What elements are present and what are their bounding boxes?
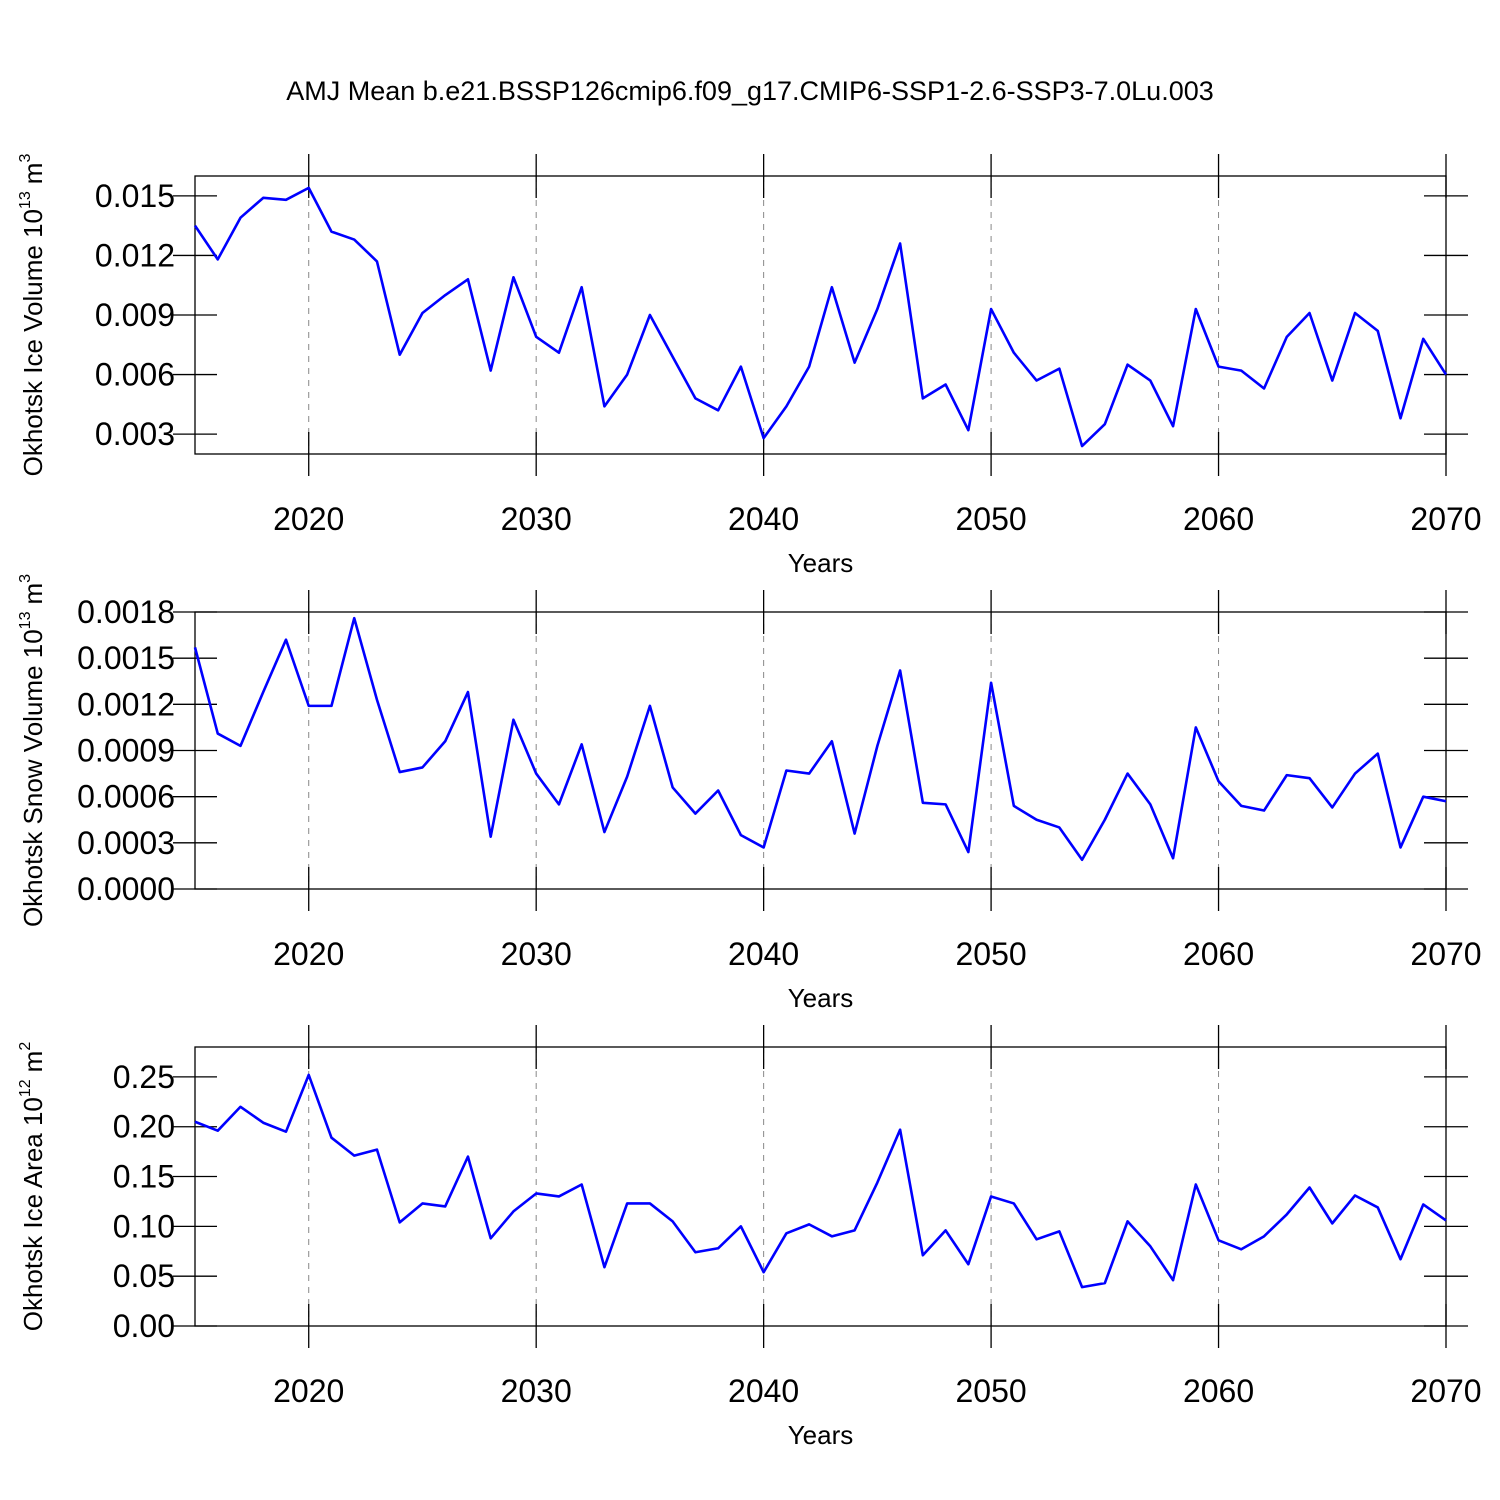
y-tick-label: 0.0015 [77, 640, 175, 676]
y-tick-label: 0.0003 [77, 825, 175, 861]
y-axis-label-unit-exponent: 3 [17, 574, 34, 583]
plot-frame [194, 175, 1447, 455]
y-tick-label: 0.0009 [77, 733, 175, 769]
x-tick-label: 2020 [273, 936, 344, 972]
x-tick-label: 2060 [1183, 1373, 1254, 1409]
data-line [193, 186, 1448, 448]
y-axis-label: Okhotsk Snow Volume 1013 m3 [17, 574, 48, 927]
panel: 2020 2030 2040 2050 2060 2070 0.00 0.05 0.10 0.15… [17, 1025, 1482, 1450]
y-tick-label: 0.05 [113, 1258, 175, 1294]
x-tick-label: 2070 [1410, 501, 1481, 537]
x-tick-label: 2040 [728, 936, 799, 972]
plot-frame [194, 611, 1447, 890]
y-tick-label: 0.009 [95, 297, 175, 333]
y-axis-label-unit-exponent: 3 [17, 154, 34, 163]
y-tick-label: 0.015 [95, 178, 175, 214]
data-line [194, 1073, 1447, 1289]
y-tick-label: 0.003 [95, 416, 175, 452]
y-axis-label-unit-exponent: 2 [17, 1042, 34, 1051]
y-axis-label-text: Okhotsk Ice Volume 10 [18, 209, 48, 476]
y-axis-label: Okhotsk Ice Volume 1013 m3 [17, 154, 48, 477]
x-tick-label: 2070 [1410, 1373, 1481, 1409]
y-axis-label-text: Okhotsk Snow Volume 10 [18, 629, 48, 927]
x-tick-label: 2020 [273, 1373, 344, 1409]
x-tick-label: 2050 [955, 501, 1026, 537]
y-tick-label: 0.0018 [77, 594, 175, 630]
y-tick-label: 0.0012 [77, 686, 175, 722]
y-axis-label: Okhotsk Ice Area 1012 m2 [17, 1042, 48, 1332]
y-axis-label-exponent: 12 [17, 1079, 34, 1097]
x-axis-label: Years [788, 1420, 854, 1450]
y-axis-label-unit: m [18, 1051, 48, 1073]
y-tick-label: 0.25 [113, 1059, 175, 1095]
y-tick-label: 0.006 [95, 357, 175, 393]
x-tick-label: 2030 [501, 936, 572, 972]
x-tick-label: 2050 [955, 936, 1026, 972]
x-tick-label: 2060 [1183, 501, 1254, 537]
y-axis-label-unit: m [18, 163, 48, 185]
x-tick-label: 2060 [1183, 936, 1254, 972]
panel: 2020 2030 2040 2050 2060 2070 0.003 0.006 0.009 0… [17, 154, 1482, 578]
x-axis-label: Years [788, 983, 854, 1013]
x-axis-label: Years [788, 548, 854, 578]
y-tick-label: 0.0000 [77, 871, 175, 907]
y-axis-label-unit: m [18, 583, 48, 605]
x-tick-label: 2040 [728, 1373, 799, 1409]
data-line [193, 616, 1447, 862]
panel: 2020 2030 2040 2050 2060 2070 0.0000 0.0003 0.00… [17, 574, 1482, 1013]
y-axis-label-text: Okhotsk Ice Area 10 [18, 1097, 48, 1331]
y-axis-label-exponent: 13 [17, 611, 34, 629]
y-tick-label: 0.10 [113, 1208, 175, 1244]
x-tick-label: 2020 [273, 501, 344, 537]
x-tick-label: 2050 [955, 1373, 1026, 1409]
y-axis-label-exponent: 13 [17, 191, 34, 209]
y-tick-label: 0.012 [95, 237, 175, 273]
x-tick-label: 2070 [1410, 936, 1481, 972]
y-tick-label: 0.15 [113, 1159, 175, 1195]
plot-frame [194, 1046, 1447, 1327]
y-tick-label: 0.0006 [77, 779, 175, 815]
y-tick-label: 0.20 [113, 1109, 175, 1145]
x-tick-label: 2030 [501, 501, 572, 537]
y-tick-label: 0.00 [113, 1308, 175, 1344]
x-tick-label: 2040 [728, 501, 799, 537]
figure-title: AMJ Mean b.e21.BSSP126cmip6.f09_g17.CMIP… [286, 76, 1214, 106]
x-tick-label: 2030 [501, 1373, 572, 1409]
